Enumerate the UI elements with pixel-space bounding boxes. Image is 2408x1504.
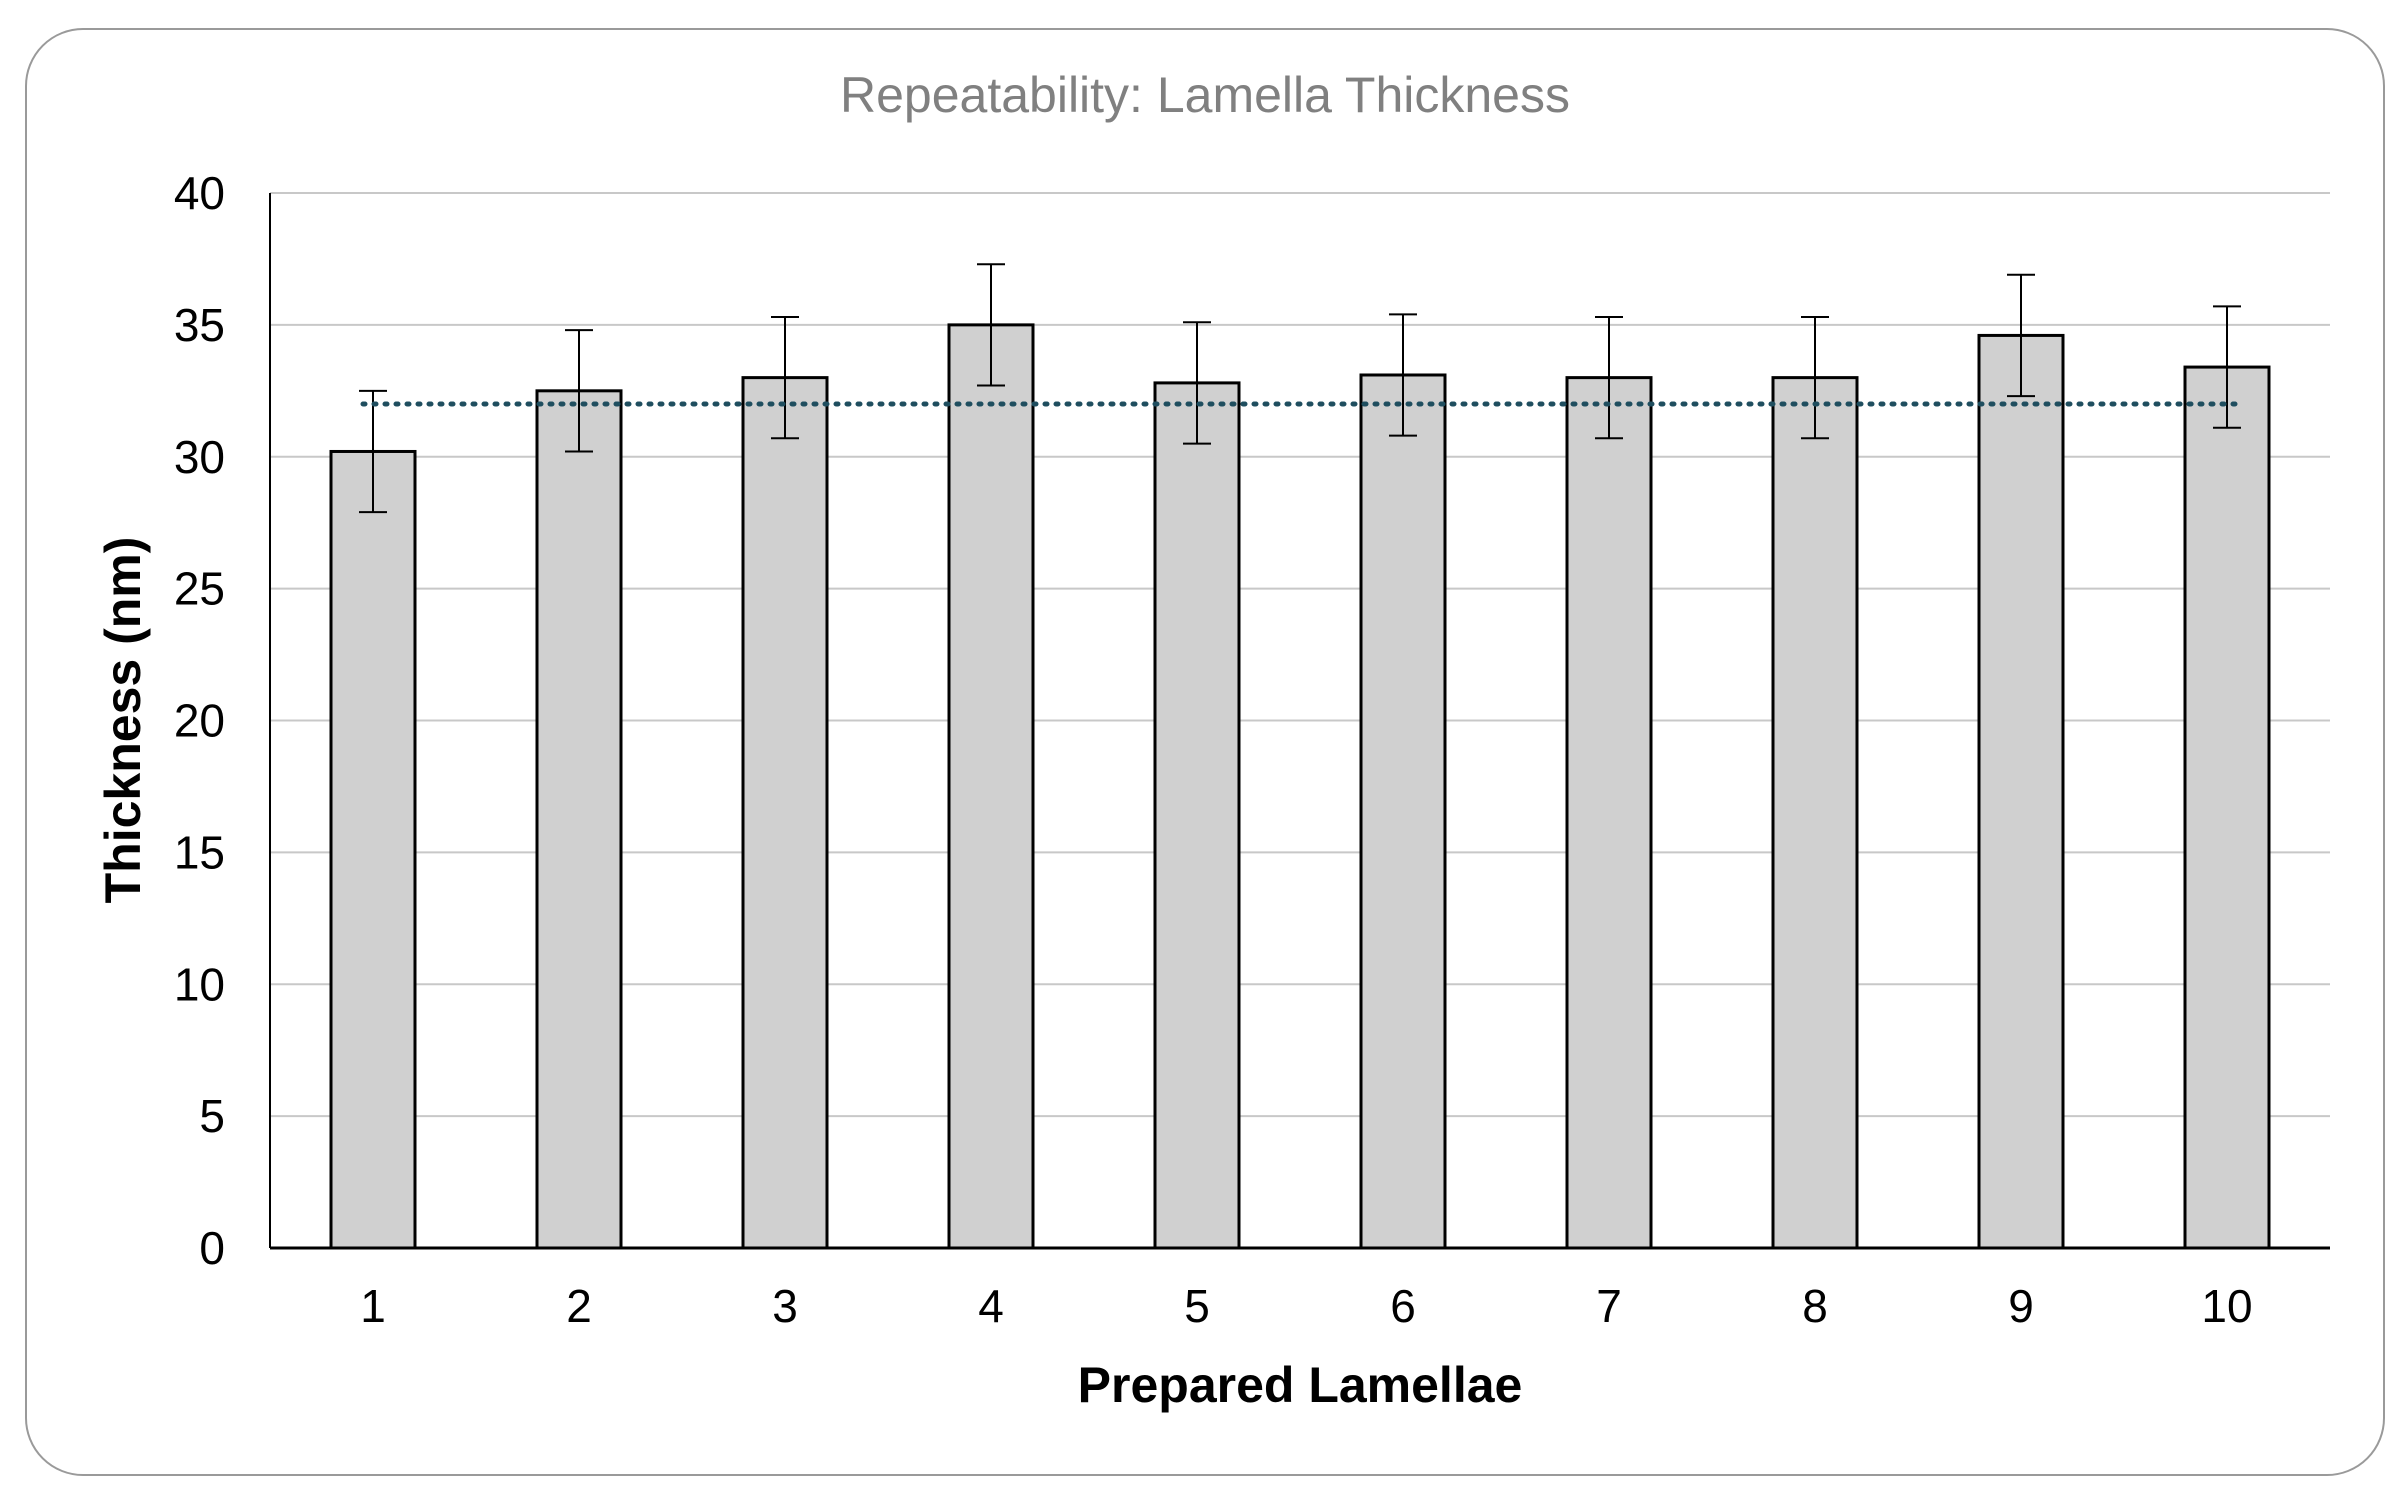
error-bar [359, 389, 387, 514]
y-tick-label: 30 [174, 431, 225, 483]
x-tick-label: 9 [2008, 1280, 2034, 1332]
bar [947, 323, 1035, 1250]
x-tick-label: 2 [566, 1280, 592, 1332]
y-tick-label: 25 [174, 563, 225, 615]
bar [329, 449, 417, 1250]
x-axis-label: Prepared Lamellae [1078, 1357, 1523, 1413]
bar [741, 376, 829, 1250]
chart-title: Repeatability: Lamella Thickness [840, 67, 1570, 123]
bar [2183, 365, 2271, 1250]
y-tick-label: 5 [199, 1090, 225, 1142]
y-tick-label: 40 [174, 167, 225, 219]
bar [1977, 333, 2065, 1250]
x-tick-label: 5 [1184, 1280, 1210, 1332]
x-tick-label: 10 [2201, 1280, 2252, 1332]
error-bar [1183, 321, 1211, 445]
x-tick-label: 1 [360, 1280, 386, 1332]
y-tick-labels: 0 5 10 15 20 25 30 35 40 [174, 167, 225, 1274]
error-bar [977, 263, 1005, 387]
axes [269, 193, 2330, 1250]
y-tick-label: 35 [174, 299, 225, 351]
x-tick-label: 7 [1596, 1280, 1622, 1332]
error-bar [2007, 273, 2035, 398]
y-axis-label: Thickness (nm) [95, 537, 151, 904]
error-bar [565, 329, 593, 453]
bar [1359, 373, 1447, 1250]
bar [1153, 381, 1241, 1250]
bar [535, 389, 623, 1250]
x-tick-label: 3 [772, 1280, 798, 1332]
x-tick-labels: 1 2 3 4 5 6 7 8 9 10 [360, 1280, 2252, 1332]
x-tick-label: 4 [978, 1280, 1004, 1332]
error-bar [771, 315, 799, 440]
y-tick-label: 10 [174, 958, 225, 1010]
bar [1771, 376, 1859, 1250]
bar [1565, 376, 1653, 1250]
bars [329, 323, 2271, 1250]
error-bar [1801, 315, 1829, 440]
error-bar [2213, 305, 2241, 429]
error-bar [1595, 315, 1623, 440]
x-tick-label: 8 [1802, 1280, 1828, 1332]
y-tick-label: 0 [199, 1222, 225, 1274]
x-tick-label: 6 [1390, 1280, 1416, 1332]
y-tick-label: 15 [174, 826, 225, 878]
y-tick-label: 20 [174, 695, 225, 747]
error-bar [1389, 313, 1417, 437]
error-bars [359, 263, 2241, 514]
